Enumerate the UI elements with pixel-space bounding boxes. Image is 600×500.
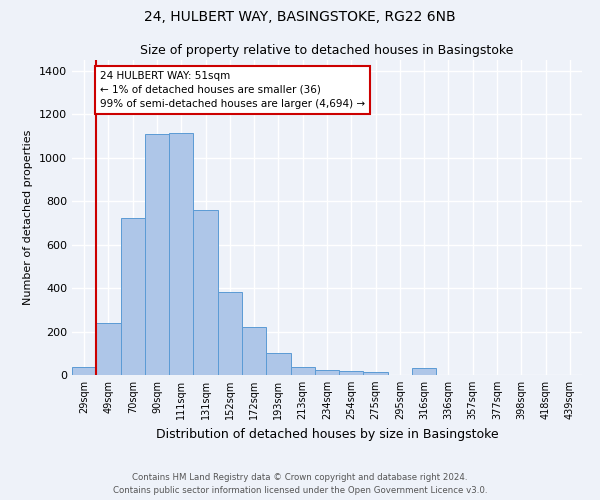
Bar <box>364 372 388 375</box>
Bar <box>290 368 315 375</box>
Bar <box>145 134 169 375</box>
Bar <box>412 368 436 375</box>
Bar <box>121 218 145 375</box>
Text: 24 HULBERT WAY: 51sqm
← 1% of detached houses are smaller (36)
99% of semi-detac: 24 HULBERT WAY: 51sqm ← 1% of detached h… <box>100 71 365 109</box>
Bar <box>339 370 364 375</box>
Bar <box>72 368 96 375</box>
Text: Contains HM Land Registry data © Crown copyright and database right 2024.
Contai: Contains HM Land Registry data © Crown c… <box>113 474 487 495</box>
Bar <box>218 292 242 375</box>
X-axis label: Distribution of detached houses by size in Basingstoke: Distribution of detached houses by size … <box>155 428 499 440</box>
Bar <box>96 323 121 375</box>
Bar <box>315 370 339 375</box>
Bar <box>242 327 266 375</box>
Bar <box>169 133 193 375</box>
Bar <box>193 210 218 375</box>
Y-axis label: Number of detached properties: Number of detached properties <box>23 130 34 305</box>
Title: Size of property relative to detached houses in Basingstoke: Size of property relative to detached ho… <box>140 44 514 58</box>
Bar <box>266 354 290 375</box>
Text: 24, HULBERT WAY, BASINGSTOKE, RG22 6NB: 24, HULBERT WAY, BASINGSTOKE, RG22 6NB <box>144 10 456 24</box>
